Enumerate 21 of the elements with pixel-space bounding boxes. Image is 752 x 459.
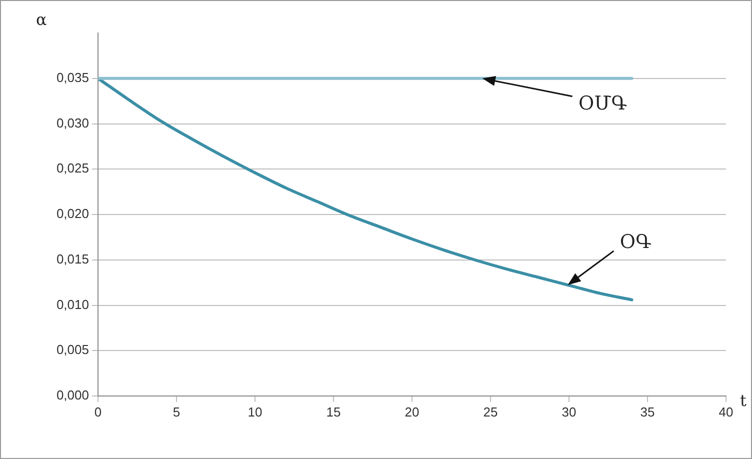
x-tick-label: 25 [483, 404, 498, 420]
x-tick-label: 40 [718, 404, 734, 420]
x-tick-label: 5 [172, 404, 180, 420]
series-label: ՕՄԳ [578, 92, 628, 114]
text: ՕԳ [620, 230, 652, 253]
y-tick-label: 0,035 [56, 70, 89, 85]
y-tick-label: 0,015 [56, 251, 89, 266]
y-tick-label: 0,005 [56, 342, 89, 358]
x-tick-label: 30 [562, 404, 576, 420]
x-tick-label: 0 [94, 404, 102, 420]
y-tick-label: 0,025 [56, 160, 89, 176]
x-tick-label: 15 [326, 404, 341, 420]
x-tick-label: 20 [404, 404, 420, 420]
x-tick-label: 10 [248, 404, 262, 420]
x-axis-title: t [740, 391, 747, 410]
y-tick-label: 0,010 [56, 296, 89, 312]
y-tick-label: 0,020 [56, 206, 89, 222]
y-axis-title: α [36, 10, 47, 30]
x-tick-label: 35 [640, 404, 655, 420]
y-tick-label: 0,030 [56, 115, 89, 130]
y-tick-label: 0,000 [56, 388, 89, 403]
